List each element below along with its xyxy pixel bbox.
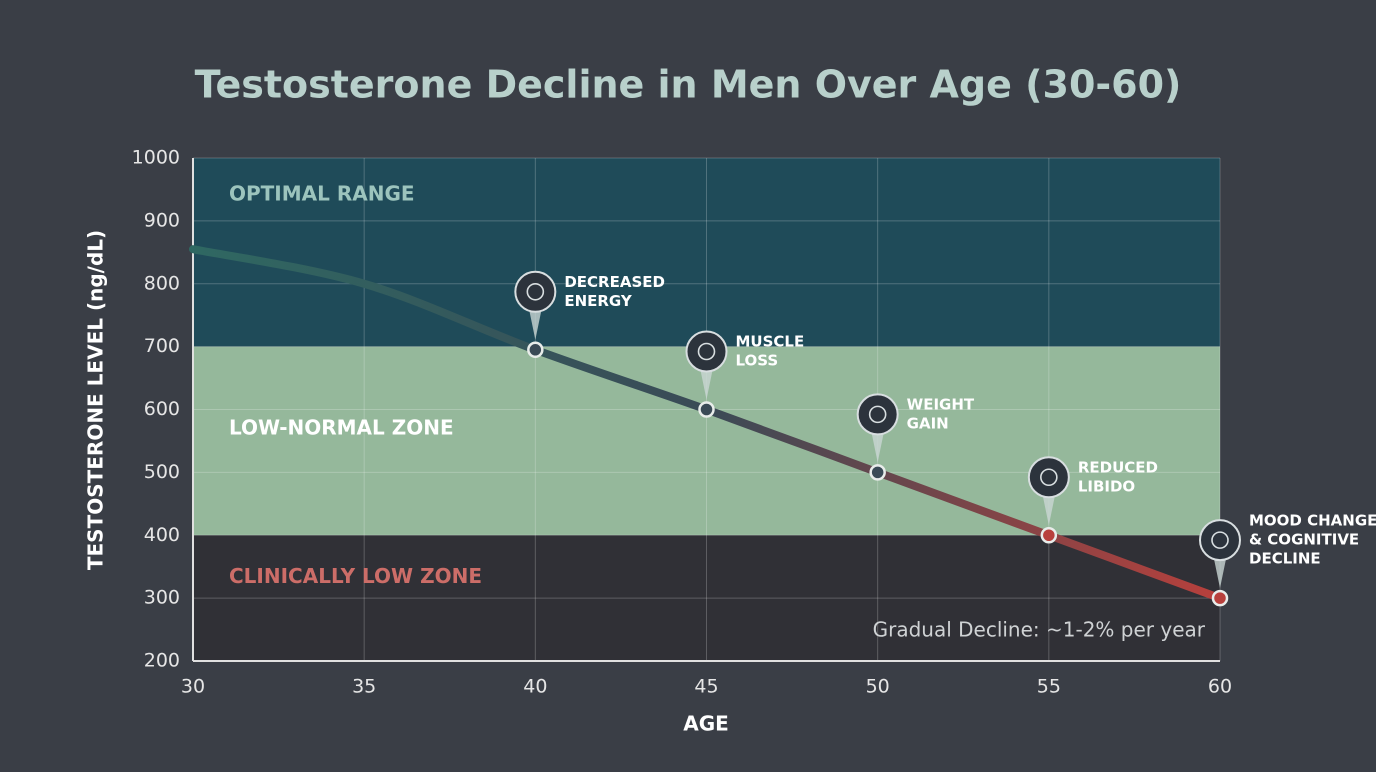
annotation-label: LIBIDO bbox=[1078, 477, 1135, 495]
annotation-label: DECREASED bbox=[564, 273, 665, 291]
x-tick-label: 60 bbox=[1208, 676, 1232, 698]
y-tick-label: 200 bbox=[144, 650, 180, 672]
annotation-label: ENERGY bbox=[564, 292, 633, 310]
x-tick-label: 35 bbox=[352, 676, 376, 698]
annotation-label: LOSS bbox=[736, 352, 779, 370]
zone bbox=[193, 158, 1220, 347]
annotation-label: REDUCED bbox=[1078, 458, 1158, 476]
annotation-label: MOOD CHANGES bbox=[1249, 512, 1376, 530]
y-axis-label: TESTOSTERONE LEVEL (ng/dL) bbox=[84, 230, 108, 570]
annotation-icon bbox=[1027, 456, 1070, 499]
pin-pointer bbox=[699, 365, 714, 400]
annotation-label: DECLINE bbox=[1249, 550, 1321, 568]
zone-label: LOW-NORMAL ZONE bbox=[229, 415, 454, 439]
x-tick-label: 40 bbox=[523, 676, 547, 698]
pin-pointer bbox=[1041, 491, 1056, 526]
y-tick-label: 400 bbox=[144, 524, 180, 546]
annotation-icon-glyph bbox=[526, 282, 545, 301]
y-tick-label: 700 bbox=[144, 335, 180, 357]
annotation-label: GAIN bbox=[907, 414, 949, 432]
y-tick-label: 300 bbox=[144, 587, 180, 609]
x-axis-label: AGE bbox=[683, 712, 729, 736]
annotation-icon bbox=[1199, 519, 1241, 562]
data-point bbox=[1040, 527, 1058, 544]
annotation-icon bbox=[685, 330, 728, 373]
note: Gradual Decline: ~1-2% per year bbox=[873, 618, 1206, 642]
pin-pointer bbox=[1213, 554, 1227, 589]
data-point bbox=[1211, 589, 1229, 607]
annotation-label: MUSCLE bbox=[736, 333, 805, 351]
x-tick-label: 30 bbox=[181, 676, 205, 698]
annotation-label: WEIGHT bbox=[907, 395, 975, 413]
y-tick-label: 500 bbox=[144, 461, 180, 483]
annotation-icon-glyph bbox=[1211, 531, 1229, 549]
annotation-icon bbox=[856, 393, 899, 436]
pin-pointer bbox=[870, 428, 885, 463]
zone-label: CLINICALLY LOW ZONE bbox=[229, 564, 482, 588]
y-tick-label: 1000 bbox=[132, 147, 180, 169]
zone bbox=[193, 535, 1220, 661]
x-tick-label: 50 bbox=[866, 676, 890, 698]
data-point bbox=[698, 401, 715, 418]
annotation-icon-glyph bbox=[1040, 468, 1058, 487]
annotation-icon-glyph bbox=[868, 405, 887, 424]
y-tick-label: 600 bbox=[144, 398, 180, 420]
x-tick-label: 45 bbox=[694, 676, 718, 698]
y-tick-label: 800 bbox=[144, 272, 180, 294]
y-tick-label: 900 bbox=[144, 209, 180, 231]
data-point bbox=[869, 464, 886, 481]
pin-pointer bbox=[528, 305, 543, 340]
annotation-label: & COGNITIVE bbox=[1249, 531, 1359, 549]
x-tick-label: 55 bbox=[1037, 676, 1061, 698]
annotation-icon-glyph bbox=[697, 342, 716, 361]
zone-label: OPTIMAL RANGE bbox=[229, 182, 415, 206]
data-point bbox=[527, 341, 544, 359]
annotation-icon bbox=[514, 270, 557, 313]
chart-title: Testosterone Decline in Men Over Age (30… bbox=[195, 63, 1182, 107]
